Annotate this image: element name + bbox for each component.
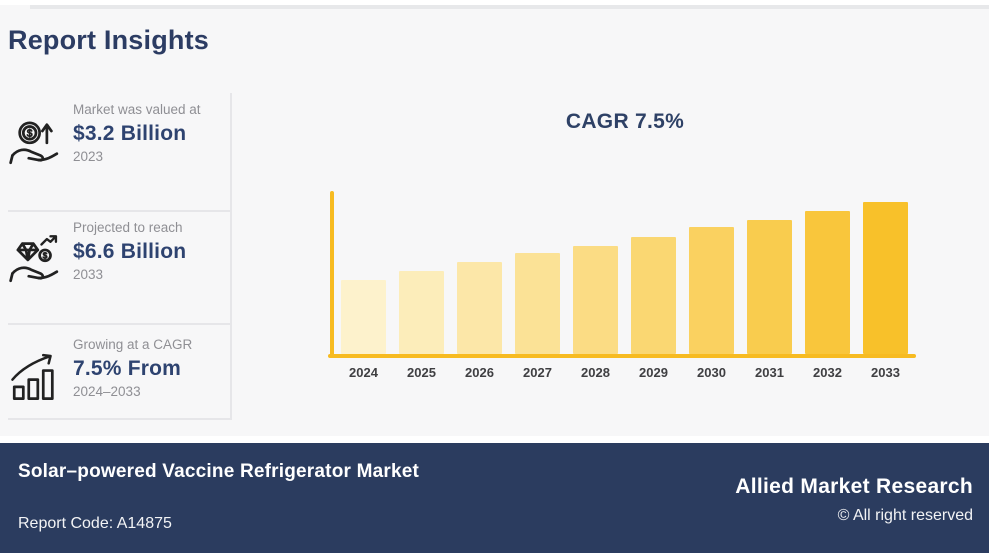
bar-2029: [631, 237, 676, 354]
x-axis-label-2032: 2032: [813, 365, 842, 380]
x-axis-label-2024: 2024: [349, 365, 378, 380]
hand-diamond-coin-icon: $: [7, 226, 65, 292]
y-axis: [330, 191, 334, 358]
svg-text:$: $: [27, 128, 33, 139]
report-title: Solar–powered Vaccine Refrigerator Marke…: [18, 461, 420, 482]
divider: [8, 323, 230, 325]
bar-2032: [805, 211, 850, 354]
svg-text:$: $: [43, 252, 48, 261]
copyright-text: © All right reserved: [837, 507, 973, 524]
x-axis-label-2028: 2028: [581, 365, 610, 380]
bars-container: [341, 202, 911, 354]
x-axis-label-2027: 2027: [523, 365, 552, 380]
bar-2031: [747, 220, 792, 354]
bar-2033: [863, 202, 908, 354]
x-axis-label-2025: 2025: [407, 365, 436, 380]
x-axis-label-2029: 2029: [639, 365, 668, 380]
insight-year: 2033: [73, 267, 104, 283]
bar-2027: [515, 253, 560, 354]
hand-coin-arrow-icon: $: [7, 108, 65, 174]
x-axis-label-2033: 2033: [871, 365, 900, 380]
insight-label: Projected to reach: [73, 220, 183, 235]
footer: Solar–powered Vaccine Refrigerator Marke…: [0, 443, 989, 553]
x-axis-label-2026: 2026: [465, 365, 494, 380]
bar-2026: [457, 262, 502, 354]
content-area: Report Insights $ Market was valued at $…: [0, 5, 989, 436]
x-axis-labels: 2024 2025 2026 2027 2028 2029 2030 2031 2032 2033: [341, 365, 911, 380]
insight-year: 2023: [73, 149, 104, 165]
sidebar-divider: [230, 93, 232, 420]
insight-value: $3.2 Billion: [73, 122, 187, 146]
top-accent-line: [30, 5, 989, 9]
bar-2025: [399, 271, 444, 354]
divider: [8, 210, 230, 212]
x-axis: [328, 354, 916, 358]
x-axis-label-2030: 2030: [697, 365, 726, 380]
insight-value: 7.5% From: [73, 357, 181, 381]
divider: [8, 418, 230, 420]
insight-year: 2024–2033: [73, 384, 141, 400]
insight-label: Market was valued at: [73, 102, 201, 117]
insight-value: $6.6 Billion: [73, 240, 187, 264]
page-title: Report Insights: [8, 25, 210, 55]
bar-2028: [573, 246, 618, 354]
growth-bars-arrow-icon: [7, 343, 65, 409]
report-code: Report Code: A14875: [18, 515, 172, 532]
chart-title: CAGR 7.5%: [565, 110, 685, 133]
x-axis-label-2031: 2031: [755, 365, 784, 380]
bar-2030: [689, 227, 734, 354]
insight-label: Growing at a CAGR: [73, 337, 193, 352]
brand-name: Allied Market Research: [735, 475, 973, 498]
bar-2024: [341, 280, 386, 354]
